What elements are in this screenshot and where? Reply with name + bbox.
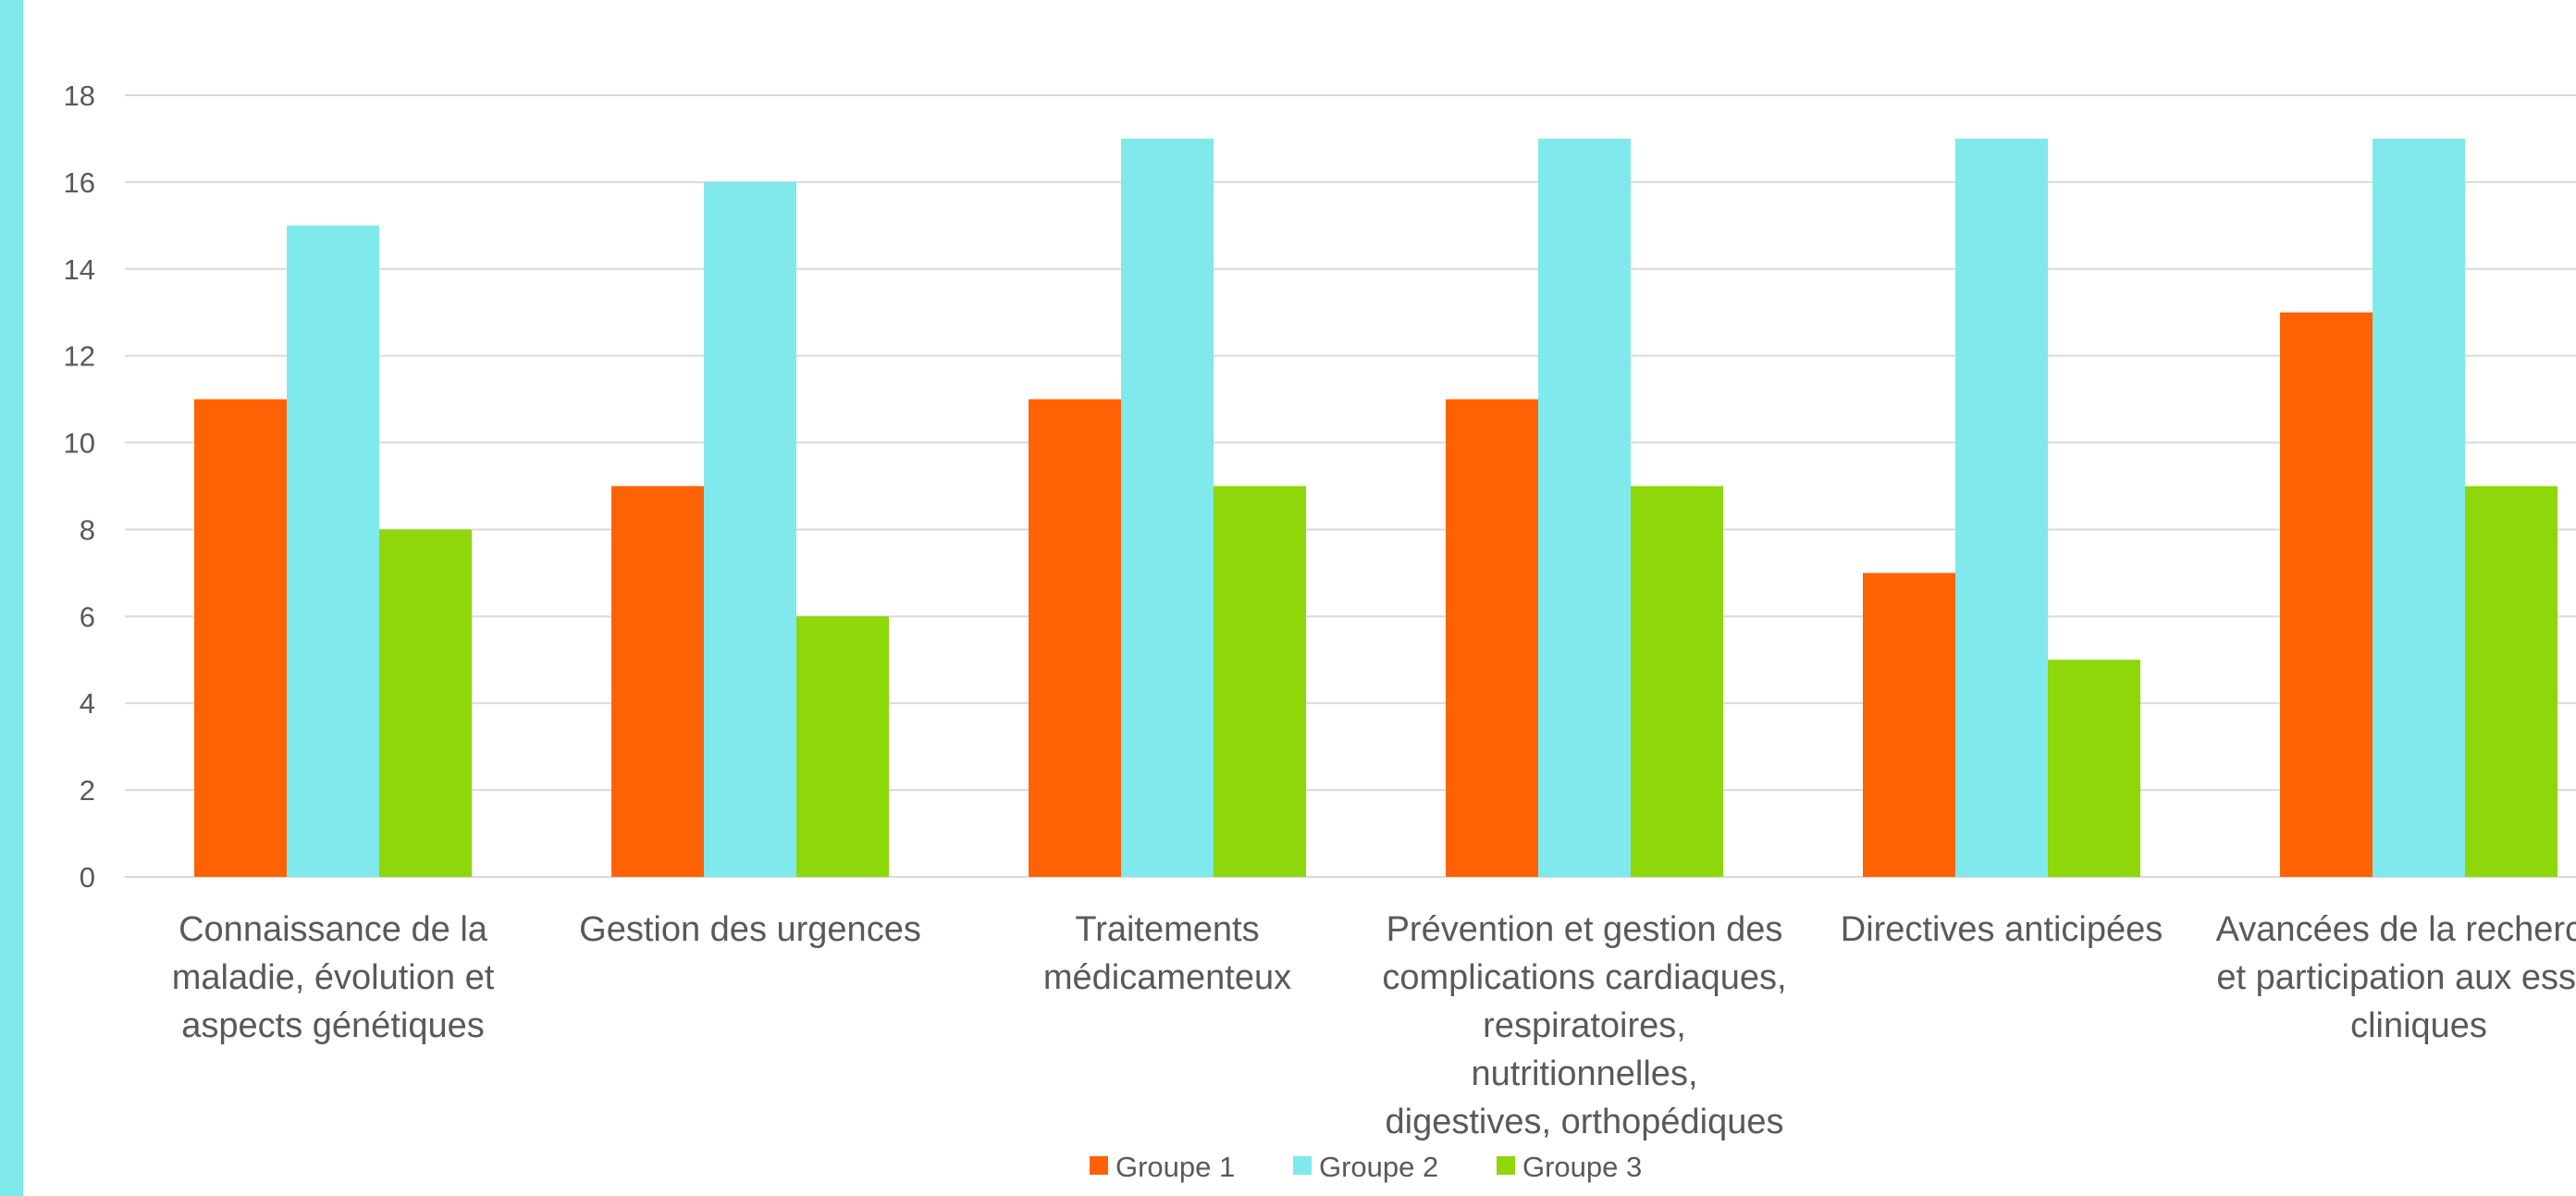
y-tick-label: 6 xyxy=(80,600,95,633)
gridlines xyxy=(125,94,2576,878)
accent-strip xyxy=(0,0,23,1196)
y-tick-label: 2 xyxy=(80,774,95,807)
bar-groupe-1 xyxy=(1029,399,1121,878)
bar-groupe-3 xyxy=(796,616,889,877)
y-tick-label: 10 xyxy=(64,427,95,460)
bar-groupe-1 xyxy=(1863,573,1955,877)
bar-groupe-2 xyxy=(704,181,796,877)
x-category-label: Prévention et gestion des complications c… xyxy=(1382,910,1786,1141)
bar-groupe-3 xyxy=(1631,486,1723,877)
legend-label: Groupe 3 xyxy=(1522,1151,1642,1183)
legend-swatch xyxy=(1497,1156,1515,1175)
bar-groupe-1 xyxy=(194,399,287,878)
bar-groupe-2 xyxy=(1538,138,1631,877)
y-tick-label: 4 xyxy=(80,687,95,720)
bar-groupe-1 xyxy=(2280,312,2373,877)
bar-groupe-2 xyxy=(287,225,379,878)
bars xyxy=(194,138,2558,878)
bar-groupe-2 xyxy=(1121,138,1214,877)
x-category-label: Traitements médicamenteux xyxy=(1043,910,1291,997)
bar-groupe-3 xyxy=(379,529,472,877)
x-category-label: Directives anticipées xyxy=(1841,910,2163,949)
y-axis-ticks: 0 2 4 6 8 10 12 14 16 18 xyxy=(64,80,95,894)
y-tick-label: 14 xyxy=(64,253,95,286)
bar-groupe-3 xyxy=(2048,660,2140,877)
legend-swatch xyxy=(1293,1156,1312,1175)
legend-label: Groupe 1 xyxy=(1115,1151,1235,1183)
bar-groupe-1 xyxy=(611,486,704,877)
y-tick-label: 0 xyxy=(80,861,95,894)
x-category-label: Avancées de la rechercheet participation… xyxy=(2216,910,2576,1045)
y-tick-label: 18 xyxy=(64,80,95,112)
legend-swatch xyxy=(1090,1156,1108,1175)
bar-groupe-3 xyxy=(2465,486,2558,877)
x-category-label: Gestion des urgences xyxy=(579,910,921,949)
bar-groupe-2 xyxy=(1955,138,2048,877)
y-tick-label: 8 xyxy=(80,513,95,546)
x-axis-labels: Connaissance de la maladie, évolution et a… xyxy=(172,910,2576,1141)
y-tick-label: 16 xyxy=(64,166,95,199)
x-category-label: Connaissance de la maladie, évolution et a… xyxy=(172,910,495,1045)
bar-groupe-1 xyxy=(1446,399,1538,878)
bar-groupe-3 xyxy=(1214,486,1306,877)
legend-label: Groupe 2 xyxy=(1319,1151,1438,1183)
bar-groupe-2 xyxy=(2373,138,2465,877)
y-tick-label: 12 xyxy=(64,340,95,373)
legend: Groupe 1 Groupe 2 Groupe 3 xyxy=(1090,1151,1642,1183)
